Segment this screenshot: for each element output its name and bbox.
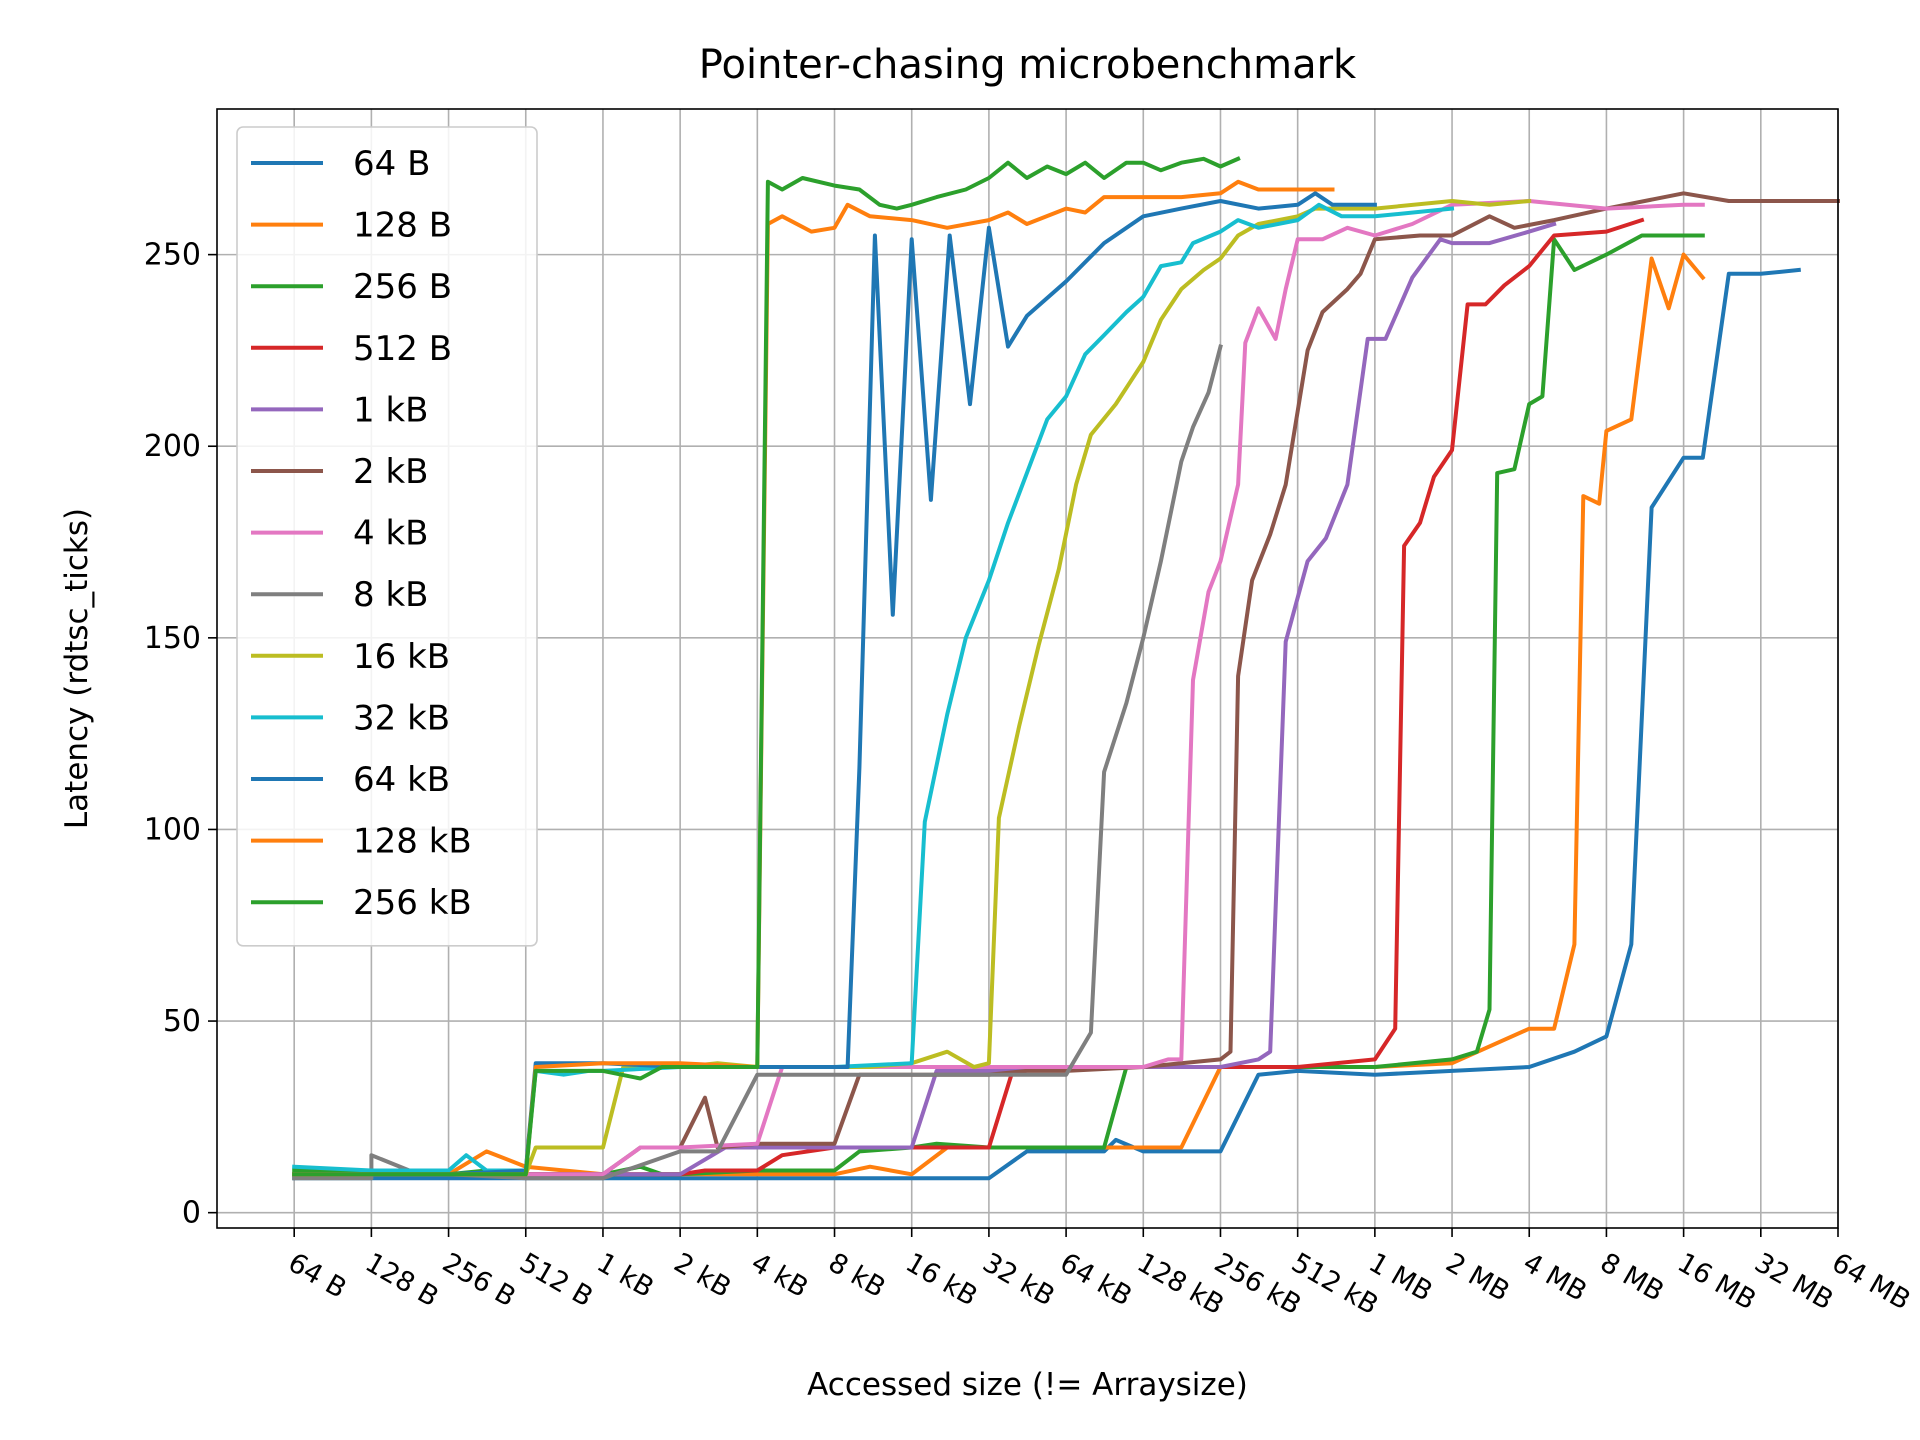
y-tick-label: 0	[182, 1196, 201, 1231]
legend-label: 256 B	[353, 267, 452, 307]
x-axis-label: Accessed size (!= Arraysize)	[807, 1367, 1248, 1403]
series-line-4kb	[292, 199, 1705, 1177]
series-line-1kb	[292, 221, 1557, 1177]
series-line-128kb	[292, 179, 1335, 1177]
y-tick-label: 250	[144, 238, 201, 273]
y-tick-label: 100	[144, 812, 201, 847]
y-axis-label: Latency (rdtsc_ticks)	[59, 508, 95, 829]
legend-label: 1 kB	[353, 390, 428, 430]
legend-label: 64 kB	[353, 760, 450, 800]
legend-label: 8 kB	[353, 575, 428, 615]
chart-title: Pointer-chasing microbenchmark	[699, 42, 1357, 88]
series-line-64b	[292, 267, 1801, 1181]
y-tick-label: 150	[144, 621, 201, 656]
legend-label: 16 kB	[353, 637, 450, 677]
series-line-16kb	[292, 198, 1532, 1177]
legend-label: 2 kB	[353, 452, 428, 492]
legend-box	[236, 126, 538, 947]
plot-frame	[216, 108, 1839, 1229]
series-line-256kb	[292, 156, 1241, 1177]
y-tick-label: 200	[144, 429, 201, 464]
legend-label: 512 B	[353, 329, 452, 369]
legend-label: 4 kB	[353, 514, 428, 554]
legend-label: 128 kB	[353, 822, 472, 862]
legend-label: 128 B	[353, 206, 452, 246]
legend-label: 64 B	[353, 144, 430, 184]
legend-label: 32 kB	[353, 698, 450, 738]
series-lines	[292, 156, 1840, 1181]
legend: 64 B 128 B 256 B 512 B 1 kB 2 kB 4 kB 8 kB 16 kB…	[236, 126, 538, 947]
y-tick-label: 50	[163, 1004, 201, 1039]
legend-label: 256 kB	[353, 883, 472, 923]
